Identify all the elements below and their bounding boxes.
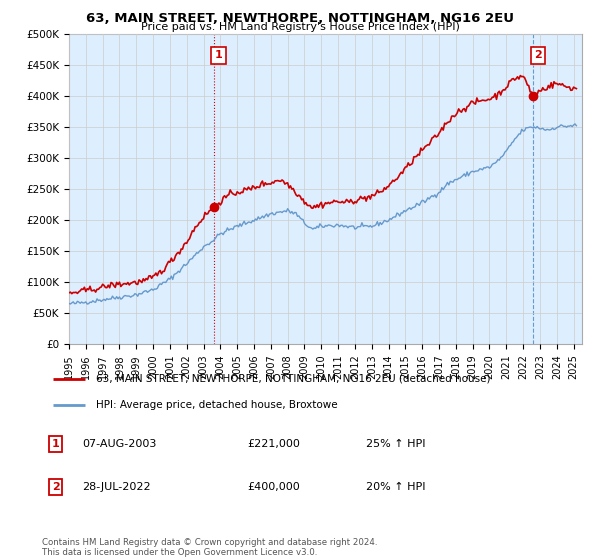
Text: 2: 2 (52, 482, 59, 492)
Text: 20% ↑ HPI: 20% ↑ HPI (366, 482, 425, 492)
Text: 63, MAIN STREET, NEWTHORPE, NOTTINGHAM, NG16 2EU (detached house): 63, MAIN STREET, NEWTHORPE, NOTTINGHAM, … (96, 374, 491, 384)
Text: 63, MAIN STREET, NEWTHORPE, NOTTINGHAM, NG16 2EU: 63, MAIN STREET, NEWTHORPE, NOTTINGHAM, … (86, 12, 514, 25)
Text: 1: 1 (215, 50, 223, 60)
Text: 25% ↑ HPI: 25% ↑ HPI (366, 438, 425, 449)
Text: Contains HM Land Registry data © Crown copyright and database right 2024.
This d: Contains HM Land Registry data © Crown c… (42, 538, 377, 557)
Text: £221,000: £221,000 (247, 438, 300, 449)
Text: 07-AUG-2003: 07-AUG-2003 (83, 438, 157, 449)
Text: 2: 2 (534, 50, 542, 60)
Text: HPI: Average price, detached house, Broxtowe: HPI: Average price, detached house, Brox… (96, 400, 338, 410)
Text: Price paid vs. HM Land Registry's House Price Index (HPI): Price paid vs. HM Land Registry's House … (140, 22, 460, 32)
Text: 28-JUL-2022: 28-JUL-2022 (83, 482, 151, 492)
Text: 1: 1 (52, 438, 59, 449)
Text: £400,000: £400,000 (247, 482, 300, 492)
